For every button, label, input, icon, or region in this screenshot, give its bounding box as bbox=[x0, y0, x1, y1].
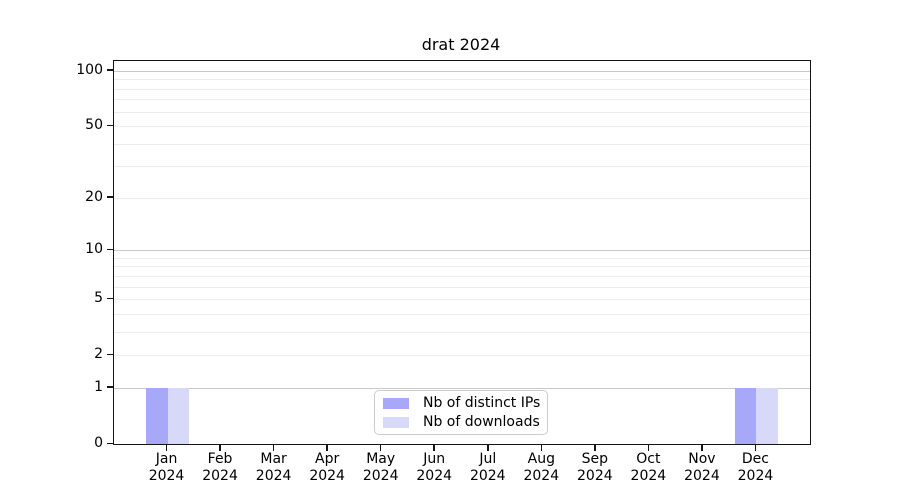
major-gridline bbox=[114, 250, 810, 252]
bar-distinct-ips-dec bbox=[735, 387, 757, 444]
plot-area bbox=[113, 60, 811, 445]
x-tick-mark bbox=[272, 444, 275, 451]
x-tick-mark bbox=[701, 444, 703, 451]
minor-gridline bbox=[114, 331, 810, 333]
bar-distinct-ips-jan bbox=[146, 387, 168, 444]
minor-gridline bbox=[114, 299, 810, 301]
x-tick-label: Jun 2024 bbox=[416, 451, 453, 484]
minor-gridline bbox=[114, 79, 810, 81]
x-tick-label: Mar 2024 bbox=[255, 451, 292, 484]
x-tick-mark bbox=[647, 444, 650, 451]
minor-gridline bbox=[114, 99, 810, 101]
legend-swatch-distinct-ips bbox=[383, 397, 409, 409]
y-tick-mark bbox=[107, 442, 113, 444]
minor-gridline bbox=[114, 126, 810, 128]
x-tick-label: Apr 2024 bbox=[309, 451, 345, 484]
y-tick-label: 0 bbox=[94, 435, 103, 451]
x-tick-mark bbox=[165, 444, 168, 451]
x-tick-mark bbox=[326, 444, 328, 451]
bar-downloads-jan bbox=[167, 387, 189, 444]
y-tick-label: 10 bbox=[85, 241, 103, 258]
bar-downloads-dec bbox=[756, 387, 778, 444]
y-tick-label: 20 bbox=[85, 188, 103, 205]
legend-entry-downloads: Nb of downloads bbox=[383, 414, 540, 430]
legend-label-distinct-ips: Nb of distinct IPs bbox=[423, 395, 541, 411]
y-tick-mark bbox=[107, 69, 113, 71]
y-tick-mark bbox=[107, 196, 113, 198]
y-tick-label: 50 bbox=[85, 117, 103, 134]
chart-title: drat 2024 bbox=[421, 35, 501, 54]
minor-gridline bbox=[114, 266, 810, 268]
minor-gridline bbox=[114, 275, 810, 277]
y-tick-mark bbox=[107, 386, 113, 388]
x-tick-mark bbox=[219, 444, 221, 451]
minor-gridline bbox=[114, 355, 810, 357]
minor-gridline bbox=[114, 143, 810, 145]
x-tick-label: Jul 2024 bbox=[469, 451, 506, 484]
legend-label-downloads: Nb of downloads bbox=[423, 414, 540, 430]
y-tick-mark bbox=[107, 124, 113, 127]
major-gridline bbox=[114, 70, 810, 72]
legend-swatch-downloads bbox=[383, 416, 409, 428]
y-tick-mark bbox=[107, 353, 113, 356]
x-tick-mark bbox=[594, 444, 596, 451]
y-tick-label: 100 bbox=[76, 61, 103, 78]
y-tick-label: 1 bbox=[94, 378, 103, 395]
x-tick-label: Jan 2024 bbox=[148, 451, 185, 484]
x-tick-label: Sep 2024 bbox=[577, 451, 613, 484]
x-tick-label: Feb 2024 bbox=[202, 451, 238, 484]
minor-gridline bbox=[114, 286, 810, 288]
y-tick-mark bbox=[107, 248, 113, 251]
y-tick-label: 5 bbox=[94, 290, 103, 307]
x-tick-label: Nov 2024 bbox=[684, 451, 720, 484]
y-tick-label: 2 bbox=[94, 346, 103, 363]
x-tick-mark bbox=[487, 444, 489, 451]
minor-gridline bbox=[114, 313, 810, 315]
x-tick-label: Dec 2024 bbox=[737, 451, 774, 484]
y-tick-mark bbox=[107, 297, 113, 300]
x-tick-mark bbox=[433, 444, 435, 451]
legend-entry-distinct-ips: Nb of distinct IPs bbox=[383, 395, 541, 411]
x-tick-mark bbox=[379, 444, 382, 451]
x-tick-mark bbox=[754, 444, 757, 451]
x-tick-mark bbox=[540, 444, 543, 451]
major-gridline bbox=[114, 387, 810, 389]
x-tick-label: Aug 2024 bbox=[523, 451, 560, 484]
minor-gridline bbox=[114, 257, 810, 259]
minor-gridline bbox=[114, 88, 810, 90]
x-tick-label: May 2024 bbox=[362, 451, 399, 484]
legend: Nb of distinct IPs Nb of downloads bbox=[374, 390, 548, 435]
minor-gridline bbox=[114, 166, 810, 168]
minor-gridline bbox=[114, 197, 810, 199]
x-tick-label: Oct 2024 bbox=[630, 451, 667, 484]
minor-gridline bbox=[114, 111, 810, 113]
